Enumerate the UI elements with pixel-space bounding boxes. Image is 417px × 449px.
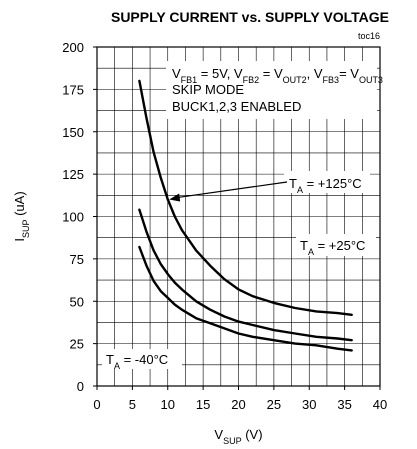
label-arrow	[177, 181, 288, 199]
label-bg-125	[284, 171, 370, 193]
series-line-1	[138, 208, 353, 342]
grid	[97, 47, 380, 386]
y-tick-label: 50	[70, 294, 84, 309]
chart-title: SUPPLY CURRENT vs. SUPPLY VOLTAGE	[111, 9, 389, 25]
condition-line-1: VFB1 = 5V, VFB2 = VOUT2, VFB3= VOUT3	[172, 66, 383, 85]
y-tick-label: 100	[62, 210, 84, 225]
label-bg-neg40	[102, 349, 182, 369]
label-bg-25	[296, 234, 376, 256]
conditions-box	[166, 61, 377, 119]
y-tick-label: 175	[62, 82, 84, 97]
y-tick-label: 25	[70, 337, 84, 352]
x-axis-label: VSUP (V)	[214, 427, 262, 446]
series-label-neg40: TA = -40°C	[106, 352, 168, 371]
x-tick-label: 30	[302, 397, 316, 412]
y-tick-label: 200	[62, 40, 84, 55]
series-line-2	[138, 245, 353, 352]
x-tick-label: 20	[231, 397, 245, 412]
y-tick-label: 125	[62, 167, 84, 182]
annotations: VFB1 = 5V, VFB2 = VOUT2, VFB3= VOUT3SKIP…	[106, 66, 383, 371]
x-tick-label: 10	[161, 397, 175, 412]
x-tick-label: 40	[373, 397, 387, 412]
figure-tag: toc16	[358, 31, 380, 41]
series-layer	[138, 79, 353, 352]
condition-line-2: SKIP MODE	[172, 82, 244, 97]
series-line-0	[138, 79, 353, 316]
y-tick-label: 150	[62, 125, 84, 140]
x-tick-label: 25	[267, 397, 281, 412]
condition-line-3: BUCK1,2,3 ENABLED	[172, 99, 301, 114]
x-tick-label: 0	[93, 397, 100, 412]
y-tick-label: 0	[77, 379, 84, 394]
x-tick-label: 15	[196, 397, 210, 412]
series-label-125: TA = +125°C	[289, 176, 362, 195]
axes: 0 5 10 15 20 25 30 35 40 0 25 50 75 100 125 150 175 200 VS…	[12, 40, 387, 446]
label-arrowhead	[169, 193, 181, 202]
y-tick-label: 75	[70, 252, 84, 267]
x-tick-label: 35	[337, 397, 351, 412]
y-axis-label: ISUP (uA)	[12, 191, 31, 241]
series-label-25: TA = +25°C	[300, 238, 365, 257]
x-tick-label: 5	[129, 397, 136, 412]
